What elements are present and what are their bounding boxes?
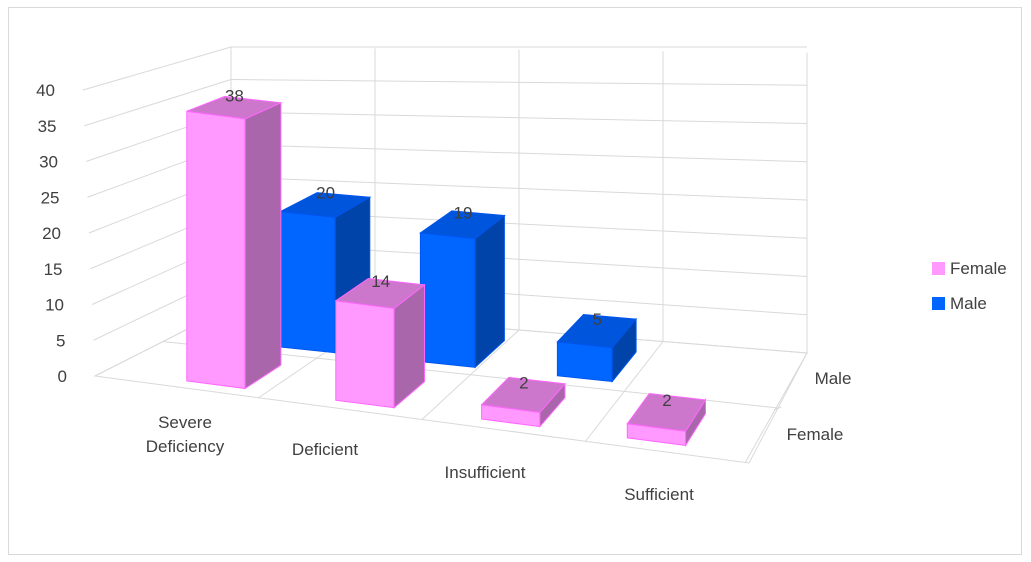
data-label: 2: [519, 374, 528, 393]
depth-axis-line: [744, 352, 808, 464]
bar-front-face: [335, 300, 395, 409]
x-category-label: Severe Deficiency: [146, 413, 225, 456]
data-label: 20: [316, 184, 335, 203]
bar-top-face: [556, 313, 638, 349]
data-labels: 38 14 2 2 20 19 5: [225, 86, 672, 410]
bar-female-3: [626, 392, 707, 448]
x-category-label: Deficient: [292, 440, 358, 459]
y-tick-label: 20: [42, 224, 61, 243]
data-label: 19: [453, 203, 472, 222]
bar-top-face: [334, 277, 426, 309]
y-tick-label: 10: [45, 296, 64, 315]
legend: Female Male: [932, 259, 1007, 313]
legend-swatch-female: [932, 262, 945, 275]
bar-front-face: [279, 211, 336, 354]
depth-axis-tick: [773, 406, 782, 411]
bar-top-face: [186, 95, 283, 120]
side-wall-gridline: [84, 79, 232, 127]
bar-female-0: [186, 95, 283, 390]
bar-front-face: [419, 232, 476, 368]
bar-female-1: [334, 277, 426, 409]
x-category-label: Sufficient: [624, 485, 694, 504]
y-tick-label: 30: [39, 153, 58, 172]
data-label: 38: [225, 86, 244, 105]
y-tick-label: 15: [44, 260, 63, 279]
data-label: 2: [662, 391, 671, 410]
legend-label-male: Male: [950, 294, 987, 313]
bar-side-face: [244, 102, 282, 390]
x-category-label: Insufficient: [445, 463, 526, 482]
y-tick-label: 25: [41, 188, 60, 207]
bar-top-face: [278, 192, 372, 218]
y-tick-label: 40: [36, 81, 55, 100]
legend-swatch-male: [932, 297, 945, 310]
bar-male-2: [556, 313, 638, 383]
data-label: 14: [371, 272, 390, 291]
bars: [186, 95, 707, 448]
bar-top-face: [419, 210, 506, 240]
bar-top-face: [480, 376, 567, 413]
chart-area: 0 5 10 15 20 25 30 35 40 Severe Deficiency Deficien…: [8, 7, 1022, 555]
depth-axis-label: Male: [815, 369, 852, 388]
y-tick-label: 35: [38, 117, 57, 136]
bar-front-face: [556, 341, 613, 383]
bar-top-face: [626, 392, 707, 432]
bar-male-1: [419, 210, 506, 369]
side-wall-gridline: [82, 46, 232, 91]
bar-female-2: [480, 376, 567, 428]
bar-side-face: [474, 214, 505, 369]
data-label: 5: [593, 310, 602, 329]
legend-label-female: Female: [950, 259, 1007, 278]
bar-front-face: [186, 110, 246, 390]
y-tick-label: 0: [58, 367, 67, 386]
depth-axis-label: Female: [787, 425, 844, 444]
y-tick-label: 5: [56, 331, 65, 350]
